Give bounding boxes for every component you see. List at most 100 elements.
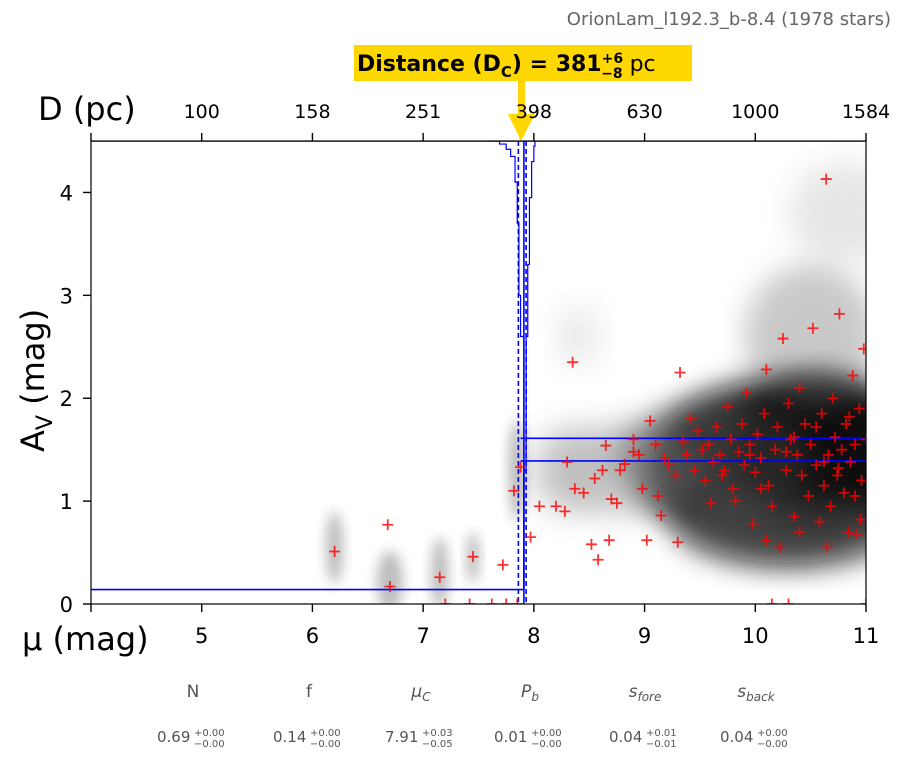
distance-highlight-box [354,45,692,81]
star-marker [856,475,866,487]
star-marker [796,469,808,481]
star-marker [659,452,670,464]
star-marker [384,581,396,593]
star-marker [592,554,604,566]
star-marker [755,452,767,464]
star-marker [500,598,512,604]
star-marker [825,500,837,512]
star-marker [769,444,781,456]
star-marker [569,483,581,495]
star-marker [858,343,866,355]
star-marker [849,490,861,502]
star-marker [614,464,626,476]
star-marker [794,382,806,394]
star-marker [763,480,775,492]
param-name: sfore [629,682,662,704]
star-marker [752,428,763,440]
star-marker [597,464,608,476]
x-tick-label: 11 [853,624,880,648]
star-marker [439,598,451,604]
x-tick-label: 5 [195,624,208,648]
star-marker [329,546,341,558]
param-minus: −0.05 [422,739,453,750]
star-marker [692,425,704,437]
star-marker [672,536,684,548]
star-marker [810,459,822,471]
distance-arrow-head [508,114,535,141]
param-name: Pb [521,682,539,704]
star-marker [561,456,573,468]
x-axis-title: μ (mag) [22,620,149,658]
param-plus: +0.03 [422,728,453,739]
star-marker [777,333,789,345]
star-marker [729,495,741,507]
star-marker [847,370,859,382]
distance-annotation: Distance (DC) = 381+6 −8 pc [357,51,656,82]
star-marker [744,449,756,461]
star-marker [842,526,854,538]
star-marker [766,598,778,604]
star-marker [628,446,639,458]
param-plus: +0.01 [646,728,677,739]
star-marker [747,518,759,530]
param-minus: −0.00 [194,739,225,750]
star-marker [820,173,832,185]
star-marker [605,493,617,505]
density-blob [556,305,601,368]
star-marker [829,431,841,443]
param-value: 0.04 [609,728,642,746]
star-marker [711,421,723,433]
star-marker [780,446,792,458]
top-axis-title: D (pc) [38,90,136,128]
star-marker [567,356,579,368]
star-marker [783,397,794,409]
star-marker [725,433,737,445]
star-marker [744,439,756,451]
star-marker [853,403,865,415]
star-marker [652,490,664,502]
top-tick-label: 100 [184,101,220,123]
x-tick-label: 6 [306,624,319,648]
star-marker [674,367,686,378]
star-marker [685,413,697,425]
star-marker [636,483,648,495]
param-name: μC [410,682,431,704]
param-value: 0.69 [157,728,190,746]
star-marker [511,598,523,604]
star-marker [497,559,509,571]
param-name: N [187,682,200,702]
star-marker [845,456,856,468]
star-marker [849,439,861,451]
x-tick-label: 7 [416,624,429,648]
star-marker [736,418,748,430]
star-marker [508,485,520,497]
star-marker [696,444,708,456]
param-minus: −0.00 [531,739,562,750]
star-marker [774,541,786,553]
star-marker [749,466,761,478]
star-marker [814,516,825,528]
star-marker [783,598,794,604]
y-tick-label: 4 [60,181,73,205]
param-plus: +0.00 [757,728,788,739]
star-marker [641,534,653,546]
star-marker [633,449,645,461]
star-marker [831,469,843,481]
param-plus: +0.00 [310,728,341,739]
star-marker [807,322,819,334]
density-blob [508,418,527,522]
star-marker [810,421,822,433]
param-value: 0.04 [720,728,753,746]
distance-posterior-histogram [490,141,536,471]
x-tick-label: 8 [527,624,540,648]
star-marker [727,483,739,495]
star-marker [525,531,537,543]
star-marker [799,418,811,430]
star-marker [838,487,850,499]
density-blob [788,161,866,265]
y-tick-label: 3 [60,284,73,308]
star-marker [628,433,639,445]
param-plus: +0.00 [531,728,562,739]
star-marker [794,526,806,538]
